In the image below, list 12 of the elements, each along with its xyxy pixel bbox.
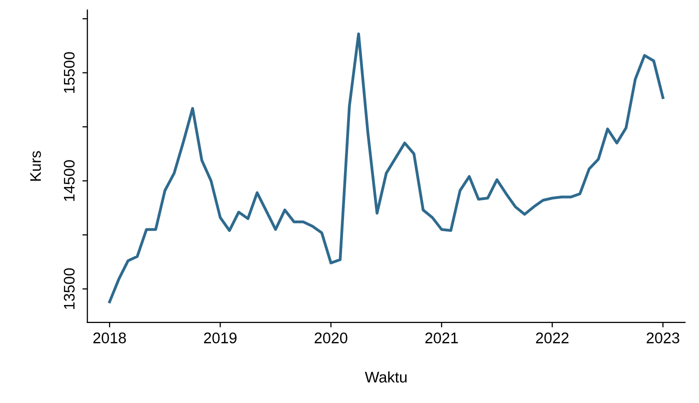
x-tick-label: 2018 (93, 332, 126, 344)
x-tick-label: 2020 (314, 332, 348, 344)
x-axis-title: Waktu (364, 371, 407, 383)
y-tick-label: 13500 (64, 268, 75, 309)
y-axis-title: Kurs (30, 151, 41, 181)
line-series (108, 32, 664, 304)
y-tick-label: 15500 (64, 52, 75, 93)
y-tick-label: 14500 (64, 160, 75, 201)
x-tick-label: 2019 (204, 332, 237, 344)
x-tick-label: 2021 (425, 332, 458, 344)
x-tick-label: 2022 (536, 332, 568, 344)
x-tick-label: 2023 (646, 332, 680, 344)
